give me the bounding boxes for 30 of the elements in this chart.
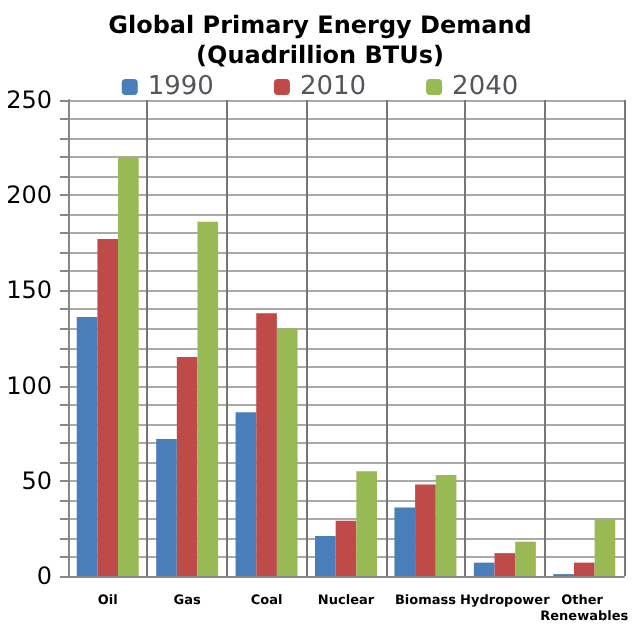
bar [435, 475, 457, 576]
bar [156, 438, 177, 576]
legend-label: 2010 [299, 72, 367, 102]
bar [594, 518, 616, 576]
y-tick-label: 150 [6, 276, 52, 305]
bar [335, 520, 357, 576]
y-tick-label: 200 [6, 181, 52, 210]
y-tick-label: 100 [6, 371, 52, 400]
bar [256, 313, 277, 576]
bar [197, 221, 219, 576]
bar [515, 541, 536, 576]
bar [473, 562, 495, 576]
bar [176, 357, 198, 576]
bar [235, 412, 257, 576]
bar [494, 553, 516, 576]
y-tick-label: 250 [6, 86, 52, 114]
bar [118, 157, 139, 576]
bar [97, 238, 119, 576]
bar [356, 471, 377, 576]
bar [394, 507, 416, 576]
y-tick-label: 50 [21, 466, 52, 495]
y-tick-label: 0 [36, 562, 52, 590]
bar [573, 562, 595, 576]
legend-label: 2040 [452, 72, 519, 102]
bar [76, 317, 98, 576]
bar [276, 328, 298, 576]
bar [415, 484, 436, 576]
legend-label: 1990 [147, 72, 214, 102]
chart-title: Global Primary Energy Demand (Quadrillion BTUs) [108, 11, 532, 69]
bar [315, 536, 336, 576]
